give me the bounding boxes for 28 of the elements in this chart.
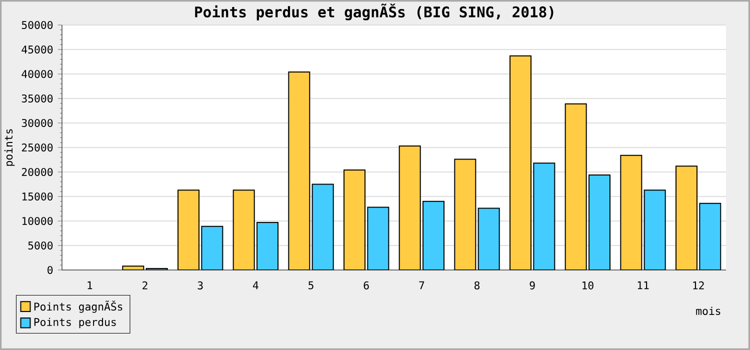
y-tick-label: 10000: [22, 216, 53, 226]
x-tick-label: 1: [88, 281, 92, 290]
y-tick-label: 20000: [22, 168, 53, 176]
x-tick-label: 4: [252, 281, 258, 290]
y-tick-label: 15000: [22, 192, 53, 201]
x-axis-title: mois: [696, 306, 720, 315]
y-tick-label: 5000: [28, 241, 53, 250]
legend-label: Points perdus: [34, 318, 116, 328]
x-tick-label: 12: [693, 281, 704, 290]
y-tick-label: 50000: [22, 20, 53, 30]
y-tick-label: 35000: [22, 94, 53, 103]
y-axis-title: points: [4, 129, 15, 166]
y-tick-label: 40000: [22, 70, 53, 78]
y-tick-label: 25000: [22, 143, 53, 152]
y-tick-label: 45000: [22, 45, 53, 54]
legend-label: Points gagnÃŠs: [34, 300, 122, 313]
y-tick-label: 30000: [22, 118, 53, 128]
x-tick-label: 2: [142, 281, 148, 290]
x-tick-label: 8: [474, 281, 480, 290]
chart-title: Points perdus et gagnÃŠs (BIG SING, 2018): [195, 4, 554, 20]
x-tick-label: 9: [530, 281, 535, 290]
x-tick-label: 11: [638, 281, 649, 290]
x-tick-label: 3: [198, 281, 203, 290]
x-tick-label: 5: [308, 281, 314, 290]
y-tick-label: 0: [48, 266, 53, 274]
x-tick-label: 10: [582, 281, 594, 290]
x-tick-label: 7: [419, 281, 424, 290]
x-tick-label: 6: [364, 281, 369, 290]
